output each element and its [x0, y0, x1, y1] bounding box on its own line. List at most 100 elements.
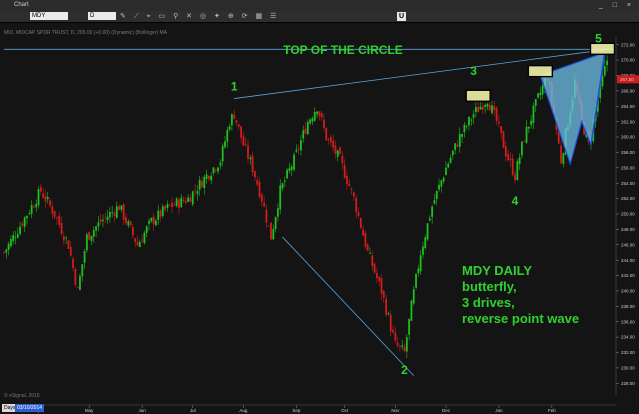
candle-body [118, 206, 120, 210]
candle-body [35, 204, 38, 208]
candle-body [92, 230, 95, 237]
candle-body [426, 223, 429, 240]
candle-body [166, 204, 169, 208]
candle-body [327, 139, 330, 140]
candle-body [465, 126, 468, 127]
candle-body [295, 149, 298, 152]
candle-body [171, 202, 173, 207]
candle-body [148, 220, 150, 224]
candle-body [403, 346, 406, 352]
y-axis: 228.00 230.00 232.00 234.00 236.00 238.00 240.… [615, 37, 639, 395]
x-tick-label: Nov [391, 408, 400, 413]
candle-body [534, 99, 537, 106]
chart-area[interactable]: MID, MIDCAP SPDR TRUST, D, 265.00 (+0.00… [0, 23, 639, 414]
candle-body [341, 155, 344, 164]
candle-body [97, 222, 100, 227]
candle-body [286, 169, 289, 179]
candle-body [394, 332, 397, 341]
wave-labels: 1 2 3 4 5 [231, 31, 602, 377]
candle-body [120, 205, 123, 210]
candle-body [249, 157, 252, 160]
candle-body [481, 106, 484, 110]
candle-body [369, 253, 371, 254]
candle-body [493, 106, 496, 110]
window-controls[interactable]: _ □ × [598, 2, 635, 9]
candle-body [122, 204, 125, 220]
candle-body [313, 112, 316, 121]
y-tick-label: 254.00 [621, 181, 635, 186]
date-field[interactable]: 03/10/2014 [15, 404, 45, 412]
candle-body [329, 136, 332, 143]
candle-body [136, 241, 139, 246]
candle-body [364, 233, 367, 247]
candle-body [440, 180, 443, 187]
candle-body [274, 217, 277, 230]
y-tick-label: 236.00 [621, 319, 635, 324]
candle-body [196, 191, 199, 194]
wave-label-3: 3 [470, 64, 477, 78]
days-button[interactable]: Days [2, 404, 18, 412]
window-title: Chart [14, 2, 29, 8]
candle-body [537, 93, 539, 98]
trendline-1 [234, 48, 615, 99]
period-select[interactable]: D [88, 12, 116, 20]
candle-body [523, 141, 526, 142]
candle-body [606, 60, 608, 66]
note-line-3: 3 drives, [462, 295, 515, 310]
candle-body [461, 134, 463, 137]
candle-body [99, 219, 102, 223]
candle-body [138, 242, 141, 248]
wave-label-2: 2 [401, 363, 408, 377]
u-button[interactable]: U [397, 12, 406, 21]
candle-body [111, 212, 114, 213]
candle-body [378, 276, 381, 281]
candle-body [224, 141, 226, 148]
candle-body [514, 174, 516, 180]
candle-body [334, 145, 337, 154]
y-tick-label: 260.00 [621, 135, 635, 140]
candle-body [603, 66, 606, 76]
candle-body [458, 134, 461, 147]
candle-body [49, 200, 51, 206]
candle-body [230, 114, 233, 126]
wave-label-1: 1 [231, 79, 238, 93]
symbol-input[interactable]: MDY [30, 12, 68, 20]
candle-body [42, 193, 45, 198]
chart-toolbar: MDY D ✎ ⟋ ⌖ ▭ ⚲ ✕ ◎ ✦ ⊕ ⟳ ▦ ☰ U [0, 11, 639, 23]
x-tick-label: May [85, 408, 94, 413]
candle-body [380, 278, 383, 294]
candle-body [19, 226, 22, 234]
candle-body [417, 268, 420, 274]
candle-body [69, 246, 72, 256]
candle-body [387, 313, 390, 315]
candle-body [240, 126, 242, 138]
candle-body [336, 150, 339, 157]
candle-body [373, 263, 376, 273]
candle-body [175, 198, 178, 206]
candle-body [412, 289, 415, 304]
y-tick-label: 266.00 [621, 88, 635, 93]
candle-body [311, 118, 314, 122]
candle-body [127, 221, 130, 226]
candle-body [339, 147, 341, 155]
candle-body [12, 234, 15, 242]
candle-body [302, 130, 305, 139]
candle-body [438, 184, 440, 190]
price-chart[interactable]: MID, MIDCAP SPDR TRUST, D, 265.00 (+0.00… [0, 23, 639, 414]
x-tick-label: Jan [495, 408, 503, 413]
candle-body [88, 232, 91, 240]
candle-body [405, 337, 408, 352]
x-tick-label: Feb [548, 408, 556, 413]
candle-body [7, 243, 10, 250]
candle-body [76, 287, 79, 288]
candle-body [504, 146, 507, 157]
candle-body [320, 113, 323, 118]
candle-body [447, 163, 450, 168]
candle-body [178, 199, 180, 208]
candle-body [251, 155, 254, 172]
candle-body [150, 217, 153, 222]
candle-body [454, 143, 457, 151]
candle-body [392, 329, 394, 333]
candle-body [115, 206, 118, 218]
drawing-tools[interactable]: ✎ ⟋ ⌖ ▭ ⚲ ✕ ◎ ✦ ⊕ ⟳ ▦ ☰ [120, 13, 280, 20]
